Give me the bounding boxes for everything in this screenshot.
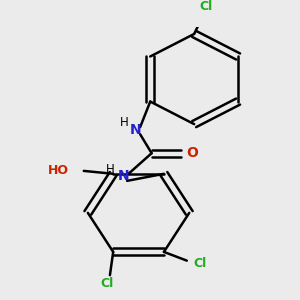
Text: O: O xyxy=(187,146,199,160)
Text: HO: HO xyxy=(48,164,69,177)
Text: Cl: Cl xyxy=(193,257,206,270)
Text: N: N xyxy=(130,123,141,137)
Text: Cl: Cl xyxy=(100,278,113,290)
Text: Cl: Cl xyxy=(199,0,212,13)
Text: H: H xyxy=(106,163,115,176)
Text: N: N xyxy=(118,169,130,184)
Text: H: H xyxy=(119,116,128,129)
